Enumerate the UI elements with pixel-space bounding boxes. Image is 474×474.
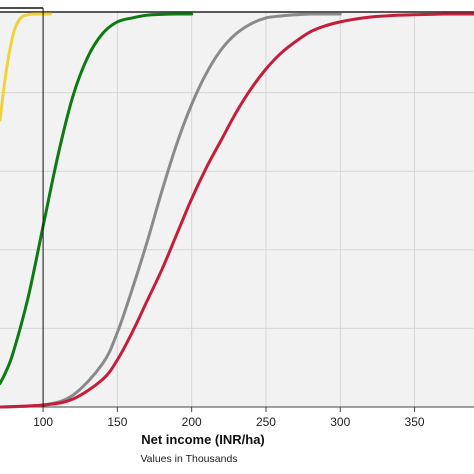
series-line-2 <box>0 12 194 385</box>
marker-layer <box>0 7 44 407</box>
x-axis-title: Net income (INR/ha) <box>141 432 265 447</box>
plot-background <box>0 12 474 407</box>
x-tick-label: 100 <box>33 415 53 429</box>
series-line-4 <box>0 12 474 409</box>
x-axis-units-note: Values in Thousands <box>140 453 237 465</box>
x-tick-label: 150 <box>107 415 127 429</box>
x-axis-ticks: 100 150 200 250 300 350 <box>33 407 425 429</box>
gridlines <box>0 12 474 407</box>
series-line-3 <box>0 12 342 409</box>
series-line-1 <box>0 12 53 122</box>
x-tick-label: 250 <box>256 415 276 429</box>
x-tick-label: 350 <box>405 415 425 429</box>
series-layer <box>0 12 474 409</box>
x-tick-label: 200 <box>182 415 202 429</box>
x-tick-label: 300 <box>330 415 350 429</box>
